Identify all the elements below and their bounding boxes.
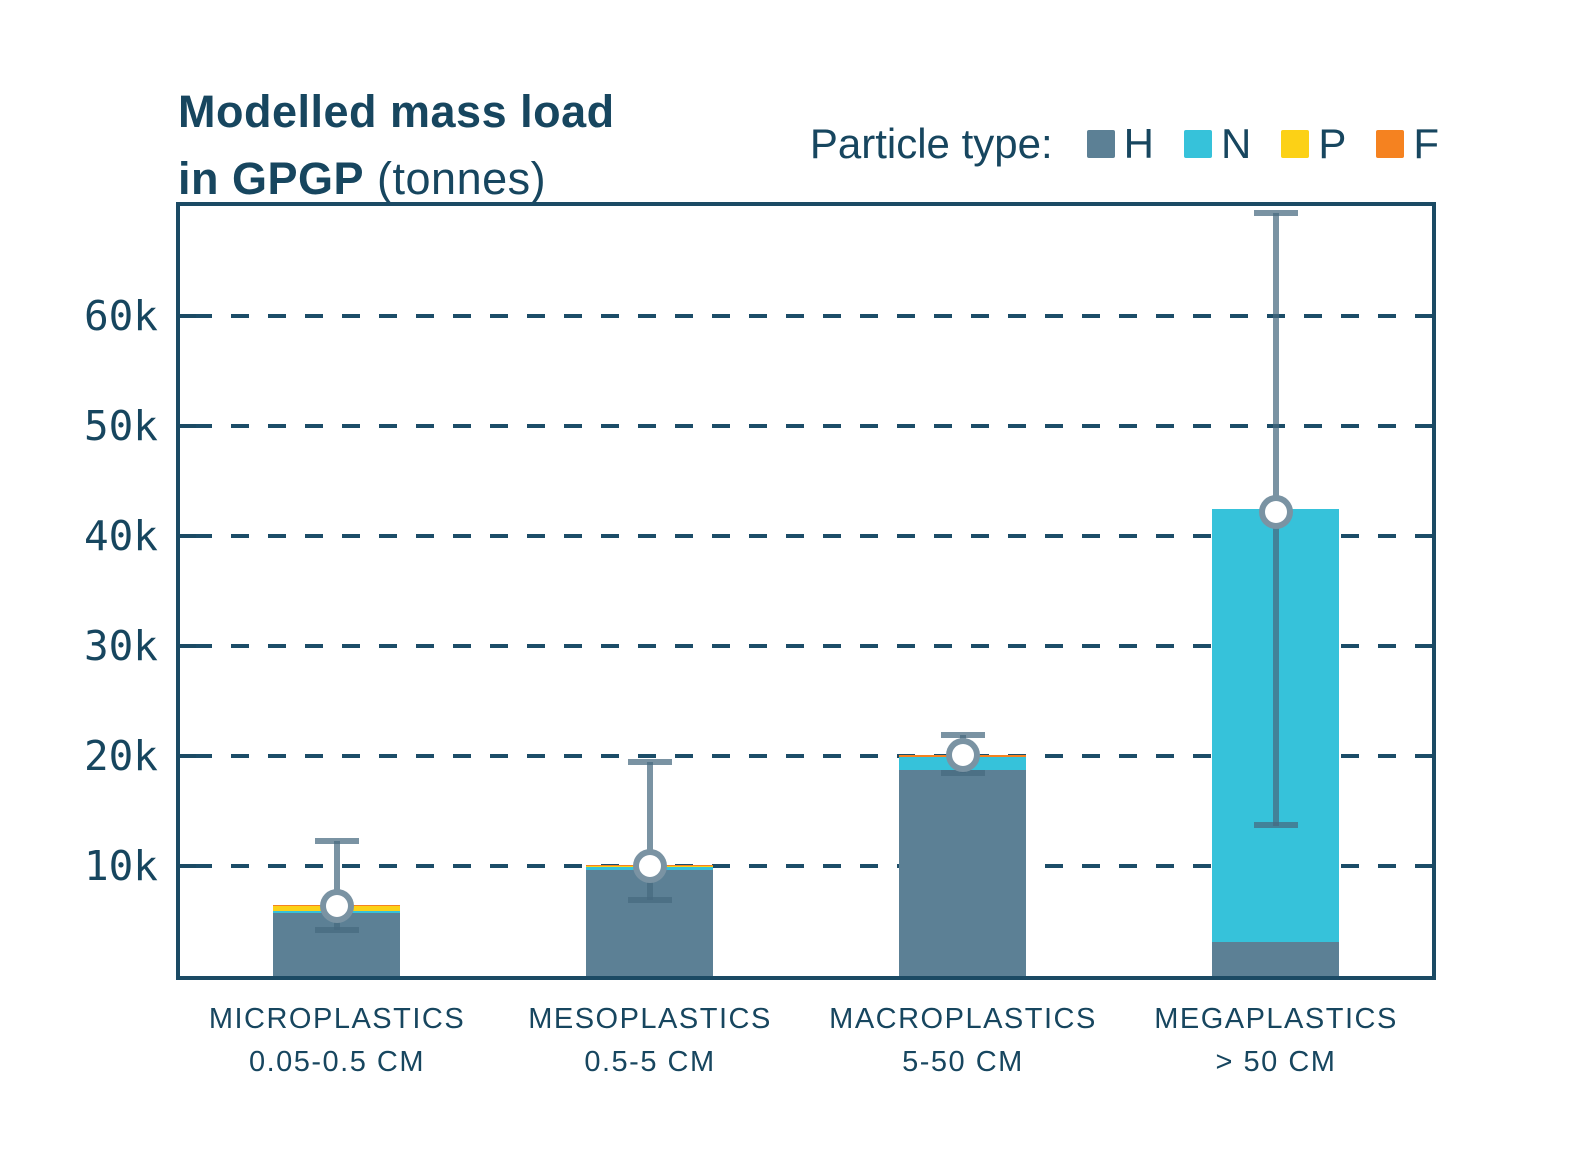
legend-swatch-h	[1086, 130, 1115, 158]
error-bar-cap-low-megaplastics	[1254, 822, 1298, 828]
x-axis-label-mesoplastics: MESOPLASTICS 0.5-5 CM	[470, 998, 830, 1084]
error-bar-cap-low-macroplastics	[941, 770, 985, 776]
error-bar-line-mesoplastics	[647, 762, 653, 900]
y-axis-label-60k: 60k	[83, 292, 158, 340]
error-bar-marker-macroplastics	[946, 738, 980, 772]
legend-entry-n: N	[1183, 120, 1252, 168]
y-axis-tick-60k	[180, 314, 196, 318]
x-axis-label-size-macroplastics: 5-50 CM	[902, 1046, 1024, 1078]
legend-swatch-p	[1281, 130, 1310, 158]
y-axis-label-20k: 20k	[83, 732, 158, 780]
x-axis-label-name-macroplastics: MACROPLASTICS	[829, 1003, 1097, 1035]
gridline-20k	[194, 754, 1432, 758]
x-axis-label-size-megaplastics: > 50 CM	[1215, 1046, 1337, 1078]
error-bar-cap-high-microplastics	[315, 838, 359, 844]
gridline-30k	[194, 644, 1432, 648]
y-axis-label-10k: 10k	[83, 842, 158, 890]
x-axis-label-megaplastics: MEGAPLASTICS > 50 CM	[1096, 998, 1456, 1084]
legend-swatch-n	[1183, 130, 1212, 158]
legend-entry-label-h: H	[1123, 120, 1154, 167]
x-axis-label-macroplastics: MACROPLASTICS 5-50 CM	[783, 998, 1143, 1084]
x-axis-label-microplastics: MICROPLASTICS 0.05-0.5 CM	[157, 998, 517, 1084]
x-axis-label-name-microplastics: MICROPLASTICS	[208, 1003, 466, 1035]
legend: Particle type: H N P F	[810, 120, 1439, 168]
error-bar-cap-high-mesoplastics	[628, 759, 672, 765]
legend-entry-f: F	[1376, 120, 1439, 168]
error-bar-marker-microplastics	[320, 889, 354, 923]
x-axis-label-size-mesoplastics: 0.5-5 CM	[584, 1046, 716, 1078]
error-bar-cap-low-mesoplastics	[628, 897, 672, 903]
gridline-10k	[194, 864, 1432, 868]
x-axis-label-name-mesoplastics: MESOPLASTICS	[528, 1003, 772, 1035]
legend-entry-label-f: F	[1413, 120, 1439, 167]
y-axis-tick-10k	[180, 864, 196, 868]
gridline-40k	[194, 534, 1432, 538]
error-bar-line-microplastics	[334, 841, 340, 930]
error-bar-marker-mesoplastics	[633, 849, 667, 883]
error-bar-cap-high-megaplastics	[1254, 210, 1298, 216]
y-axis-tick-40k	[180, 534, 196, 538]
plot-inner	[180, 206, 1432, 976]
bar-macroplastics	[899, 754, 1026, 976]
y-axis-label-50k: 50k	[83, 402, 158, 450]
x-axis-label-size-microplastics: 0.05-0.5 CM	[248, 1046, 426, 1078]
chart-title-line2: in GPGP (tonnes)	[178, 153, 547, 204]
gridline-50k	[194, 424, 1432, 428]
chart-title: Modelled mass load in GPGP (tonnes)	[178, 78, 615, 212]
legend-swatch-f	[1376, 130, 1405, 158]
y-axis-tick-20k	[180, 754, 196, 758]
legend-entry-label-n: N	[1220, 120, 1252, 167]
legend-title: Particle type:	[809, 120, 1053, 167]
error-bar-cap-low-microplastics	[315, 927, 359, 933]
y-axis-label-40k: 40k	[83, 512, 158, 560]
y-axis-label-30k: 30k	[83, 622, 158, 670]
error-bar-marker-megaplastics	[1259, 495, 1293, 529]
legend-entry-label-p: P	[1318, 120, 1347, 167]
bar-segment-H-megaplastics	[1212, 941, 1339, 976]
bar-segment-H-macroplastics	[899, 769, 1026, 976]
y-axis-tick-30k	[180, 644, 196, 648]
error-bar-cap-high-macroplastics	[941, 732, 985, 738]
plot-area	[176, 202, 1436, 980]
gridline-60k	[194, 314, 1432, 318]
x-axis-label-name-megaplastics: MEGAPLASTICS	[1154, 1003, 1398, 1035]
legend-entry-h: H	[1086, 120, 1154, 168]
y-axis-tick-50k	[180, 424, 196, 428]
chart-title-line1: Modelled mass load	[178, 86, 615, 137]
legend-entry-p: P	[1281, 120, 1346, 168]
